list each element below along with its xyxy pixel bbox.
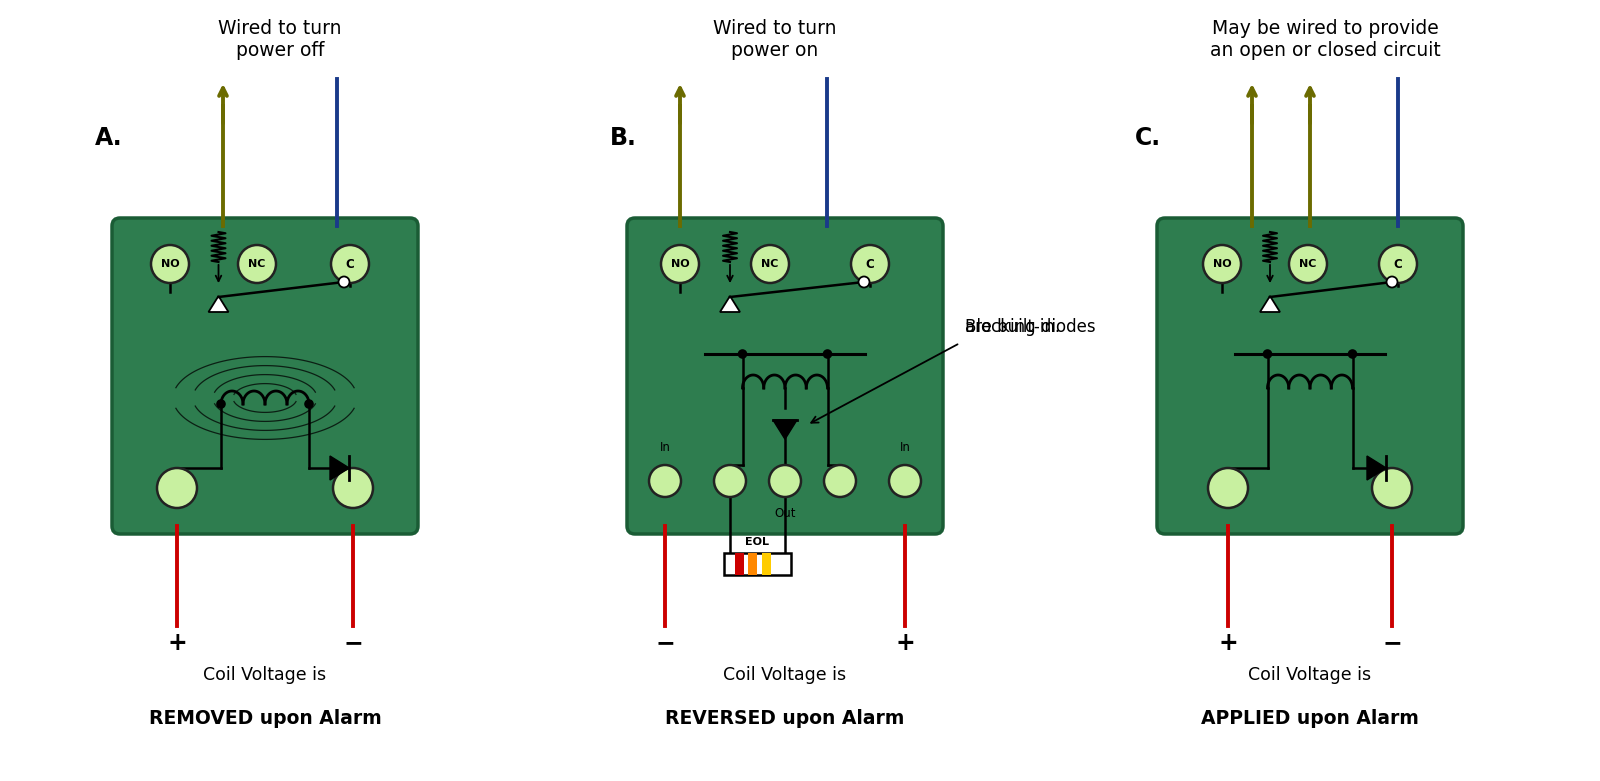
FancyBboxPatch shape xyxy=(627,218,942,534)
Text: May be wired to provide
an open or closed circuit: May be wired to provide an open or close… xyxy=(1210,19,1440,60)
Polygon shape xyxy=(208,296,229,312)
Circle shape xyxy=(824,465,856,497)
Text: Wired to turn
power on: Wired to turn power on xyxy=(714,19,837,60)
Text: C.: C. xyxy=(1134,126,1162,150)
Circle shape xyxy=(750,245,789,283)
Text: REMOVED upon Alarm: REMOVED upon Alarm xyxy=(149,709,381,728)
FancyBboxPatch shape xyxy=(112,218,418,534)
Text: APPLIED upon Alarm: APPLIED upon Alarm xyxy=(1202,709,1419,728)
Text: Out: Out xyxy=(774,507,795,520)
Text: EOL: EOL xyxy=(746,537,770,547)
Text: NO: NO xyxy=(160,259,179,269)
Circle shape xyxy=(1203,245,1242,283)
Circle shape xyxy=(238,245,277,283)
Circle shape xyxy=(714,465,746,497)
Circle shape xyxy=(890,465,922,497)
Circle shape xyxy=(661,245,699,283)
Circle shape xyxy=(859,276,869,287)
Text: C: C xyxy=(866,258,874,270)
Circle shape xyxy=(1373,468,1413,508)
Circle shape xyxy=(333,468,373,508)
Text: Coil Voltage is: Coil Voltage is xyxy=(1248,666,1371,684)
Text: +: + xyxy=(894,631,915,655)
Circle shape xyxy=(770,465,802,497)
Text: In: In xyxy=(899,441,910,454)
Text: +: + xyxy=(166,631,187,655)
Circle shape xyxy=(157,468,197,508)
Text: Blocking diodes: Blocking diodes xyxy=(965,318,1096,336)
Bar xyxy=(762,553,771,575)
FancyBboxPatch shape xyxy=(1157,218,1462,534)
Text: Wired to turn
power off: Wired to turn power off xyxy=(218,19,342,60)
Text: C: C xyxy=(1394,258,1402,270)
Circle shape xyxy=(738,349,747,358)
Circle shape xyxy=(304,399,314,408)
Text: Coil Voltage is: Coil Voltage is xyxy=(723,666,846,684)
Circle shape xyxy=(1208,468,1248,508)
Text: Coil Voltage is: Coil Voltage is xyxy=(203,666,326,684)
Text: NO: NO xyxy=(670,259,690,269)
Text: −: − xyxy=(342,631,363,655)
Polygon shape xyxy=(1261,296,1280,312)
Text: NO: NO xyxy=(1213,259,1232,269)
Polygon shape xyxy=(720,296,739,312)
Polygon shape xyxy=(1366,456,1386,480)
Text: NC: NC xyxy=(762,259,779,269)
Circle shape xyxy=(150,245,189,283)
Bar xyxy=(749,553,757,575)
Circle shape xyxy=(216,399,226,408)
Circle shape xyxy=(1387,276,1397,287)
Circle shape xyxy=(339,276,349,287)
Text: NC: NC xyxy=(248,259,266,269)
Circle shape xyxy=(650,465,682,497)
Circle shape xyxy=(822,349,832,358)
Circle shape xyxy=(1262,349,1272,358)
Circle shape xyxy=(1379,245,1418,283)
Bar xyxy=(734,553,744,575)
Circle shape xyxy=(1290,245,1326,283)
Text: C: C xyxy=(346,258,354,270)
Text: are built-in.: are built-in. xyxy=(965,298,1061,336)
Text: REVERSED upon Alarm: REVERSED upon Alarm xyxy=(666,709,904,728)
Polygon shape xyxy=(330,456,349,480)
Text: In: In xyxy=(659,441,670,454)
Text: NC: NC xyxy=(1299,259,1317,269)
Text: A.: A. xyxy=(94,126,123,150)
Circle shape xyxy=(1347,349,1357,358)
Text: −: − xyxy=(1382,631,1402,655)
Circle shape xyxy=(851,245,890,283)
Text: −: − xyxy=(654,631,675,655)
Circle shape xyxy=(331,245,370,283)
Text: +: + xyxy=(1218,631,1238,655)
Text: B.: B. xyxy=(610,126,637,150)
Bar xyxy=(723,553,790,575)
Polygon shape xyxy=(773,420,797,439)
